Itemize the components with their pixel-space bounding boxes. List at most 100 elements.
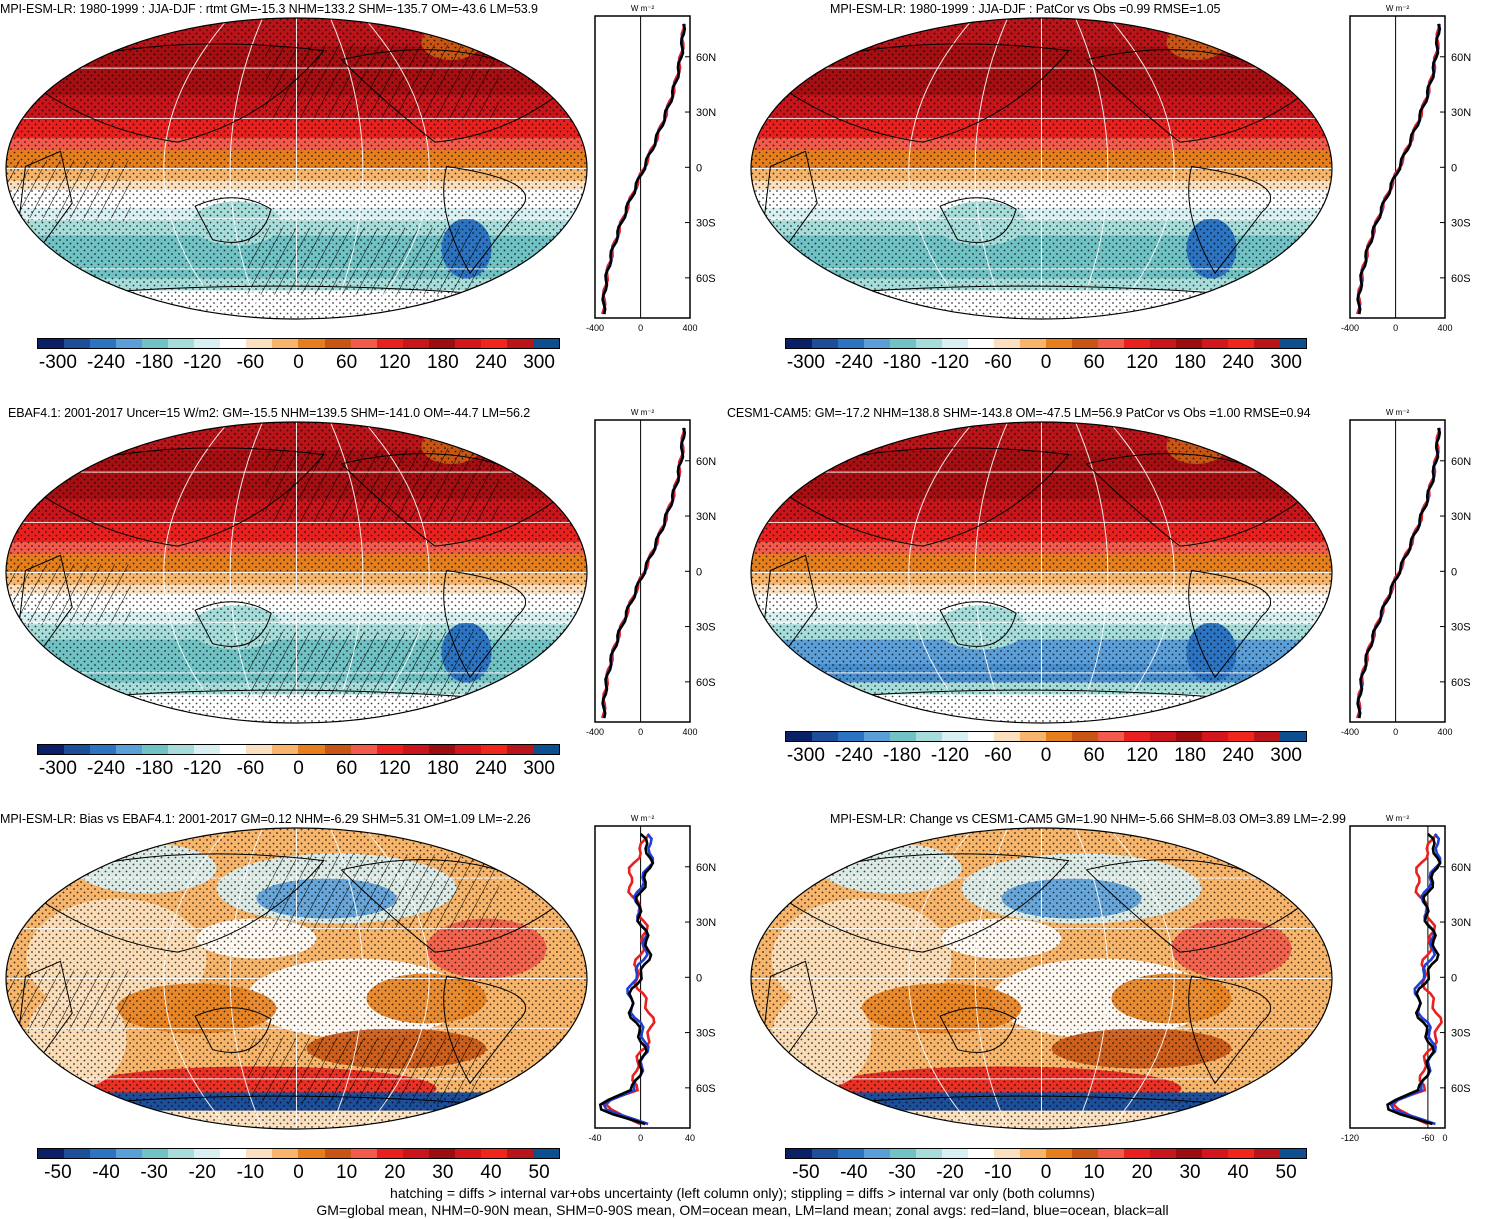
zonal-lat-label: 60S [1451, 677, 1471, 689]
colorbar-tick-label: -60 [236, 352, 265, 373]
colorbar-swatch [1046, 1149, 1072, 1158]
colorbar-swatch [194, 1149, 221, 1158]
zonal-value-label: 400 [682, 323, 697, 333]
colorbar-swatch [298, 1149, 325, 1158]
colorbar-tick-label: 50 [528, 1162, 550, 1183]
colorbar-tick-label: -180 [135, 758, 174, 779]
colorbar-swatch [480, 339, 507, 348]
map-projection [5, 421, 588, 724]
colorbar-tick-label: 60 [336, 352, 358, 373]
colorbar-swatch [1228, 339, 1254, 348]
colorbar-swatch [994, 732, 1020, 741]
colorbar-tick-label: 120 [378, 352, 411, 373]
panel-title: CESM1-CAM5: GM=-17.2 NHM=138.8 SHM=-143.… [727, 406, 1311, 420]
colorbar-swatch [812, 339, 838, 348]
colorbar-swatch [168, 1149, 195, 1158]
colorbar-tick-label: -120 [930, 352, 969, 373]
colorbar-tick-label: -10 [984, 1162, 1012, 1183]
colorbar-tick-label: 0 [1040, 352, 1052, 373]
zonal-lat-label: 30S [1451, 1028, 1471, 1040]
colorbar-swatch [1020, 732, 1046, 741]
zonal-lat-label: 30N [696, 917, 716, 929]
panel-p1: MPI-ESM-LR: 1980-1999 : JJA-DJF : rtmt G… [0, 0, 740, 400]
zonal-lat-label: 60N [696, 52, 716, 64]
colorbar-tick-label: 120 [1126, 745, 1158, 766]
colorbar-tick-label: 50 [1275, 1162, 1297, 1183]
zonal-mean-plot: W m⁻² 60N 30N 0 30S 60S -400 0 400 [1341, 4, 1471, 333]
colorbar-swatch [1280, 732, 1306, 741]
zonal-lat-label: 30S [1451, 622, 1471, 634]
colorbar-swatch [402, 1149, 429, 1158]
colorbar-swatch [428, 1149, 455, 1158]
colorbar-tick-label: -20 [188, 1162, 216, 1183]
zonal-value-label: -400 [586, 727, 604, 737]
colorbar-swatch [454, 339, 481, 348]
zonal-lat-label: 0 [1451, 972, 1457, 984]
colorbar-swatch [480, 1149, 507, 1158]
zonal-value-label: -400 [586, 323, 604, 333]
zonal-value-label: 0 [638, 323, 643, 333]
colorbar-swatch [1072, 339, 1098, 348]
footer-line-1: hatching = diffs > internal var+obs unce… [390, 1185, 1095, 1201]
zonal-lat-label: 60N [1451, 52, 1471, 64]
zonal-lat-label: 30S [696, 218, 716, 230]
colorbar-tick-label: 20 [384, 1162, 406, 1183]
colorbar-swatch [142, 745, 169, 754]
colorbar-swatch [890, 732, 916, 741]
colorbar-swatch [1202, 339, 1228, 348]
colorbar-swatch [376, 339, 403, 348]
zonal-unit-label: W m⁻² [631, 4, 655, 13]
colorbar-swatch [194, 339, 221, 348]
colorbar [785, 338, 1307, 349]
colorbar-tick-label: 300 [1270, 745, 1302, 766]
zonal-lat-label: 30N [1451, 917, 1471, 929]
colorbar-tick-label: 60 [336, 758, 358, 779]
zonal-lat-label: 0 [696, 566, 702, 578]
colorbar-swatch [1280, 339, 1306, 348]
panel-title: MPI-ESM-LR: 1980-1999 : JJA-DJF : PatCor… [830, 2, 1221, 16]
colorbar-swatch [1150, 732, 1176, 741]
colorbar-swatch [116, 745, 143, 754]
colorbar-tick-label: -300 [786, 745, 825, 766]
colorbar-swatch [864, 732, 890, 741]
colorbar-tick-label: -60 [236, 758, 265, 779]
zonal-lat-label: 60S [1451, 273, 1471, 285]
colorbar-swatch [1176, 732, 1202, 741]
colorbar-swatch [90, 745, 117, 754]
zonal-mean-plot: W m⁻² 60N 30N 0 30S 60S -120 -60 0 [1341, 814, 1471, 1143]
zonal-value-label: -120 [1341, 1133, 1359, 1143]
zonal-unit-label: W m⁻² [1386, 4, 1410, 13]
zonal-value-label: 400 [1437, 323, 1452, 333]
zonal-lat-label: 60S [696, 677, 716, 689]
colorbar-swatch [38, 745, 65, 754]
zonal-value-label: -60 [1421, 1133, 1434, 1143]
zonal-lat-label: 0 [696, 162, 702, 174]
colorbar-swatch [1254, 1149, 1280, 1158]
colorbar-swatch [428, 745, 455, 754]
colorbar-swatch [480, 745, 507, 754]
colorbar-tick-label: -60 [984, 745, 1012, 766]
colorbar-swatch [994, 339, 1020, 348]
colorbar-tick-label: 60 [1083, 745, 1105, 766]
colorbar-tick-label: 300 [523, 352, 555, 373]
colorbar-swatch [1046, 339, 1072, 348]
colorbar-tick-label: 0 [293, 352, 304, 373]
colorbar-swatch [532, 745, 559, 754]
zonal-lat-label: 60N [696, 862, 716, 874]
panel-title: MPI-ESM-LR: 1980-1999 : JJA-DJF : rtmt G… [0, 2, 538, 16]
colorbar-swatch [942, 339, 968, 348]
zonal-value-label: 400 [1437, 727, 1452, 737]
colorbar-swatch [1124, 1149, 1150, 1158]
colorbar-tick-label: 0 [293, 1162, 304, 1183]
colorbar-swatch [116, 339, 143, 348]
zonal-value-label: 400 [682, 727, 697, 737]
colorbar-swatch [350, 1149, 377, 1158]
colorbar-swatch [942, 1149, 968, 1158]
colorbar-tick-label: 30 [1179, 1162, 1201, 1183]
colorbar-swatch [38, 339, 65, 348]
colorbar-tick-label: -20 [936, 1162, 964, 1183]
panel-p6: MPI-ESM-LR: Change vs CESM1-CAM5 GM=1.90… [745, 810, 1485, 1210]
colorbar [785, 731, 1307, 742]
colorbar-tick-label: 240 [1222, 352, 1254, 373]
colorbar-swatch [1098, 1149, 1124, 1158]
